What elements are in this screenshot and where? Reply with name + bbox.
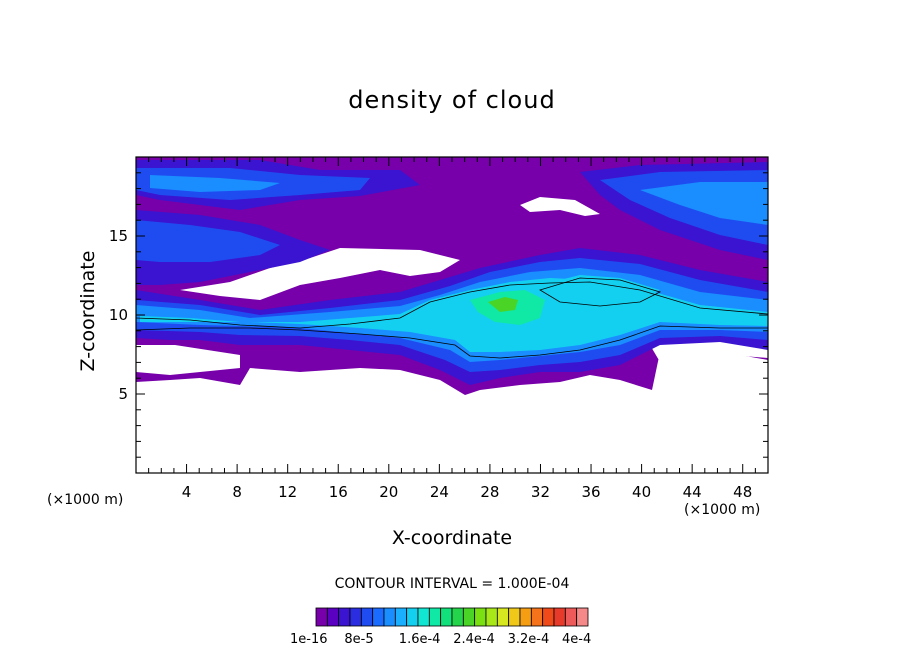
colorbar-swatch	[485, 607, 498, 627]
colorbar-swatch	[383, 607, 396, 627]
colorbar-swatch	[349, 607, 362, 627]
x-tick-label: 8	[232, 483, 242, 501]
clear-gap-mid	[180, 248, 460, 300]
clear-gap-right	[650, 340, 768, 362]
colorbar-swatch	[530, 607, 544, 627]
x-tick-label: 32	[531, 483, 550, 501]
colorbar-swatch	[326, 607, 340, 627]
colorbar	[315, 607, 589, 627]
colorbar-label: 8e-5	[344, 632, 374, 647]
colorbar-swatch	[372, 607, 385, 627]
contour-lines	[136, 277, 768, 359]
x-tick-label: 48	[733, 483, 752, 501]
x-unit-left: (×1000 m)	[47, 492, 124, 508]
colorbar-swatch	[440, 607, 453, 627]
colorbar-swatch	[451, 607, 464, 627]
x-tick-label: 44	[683, 483, 702, 501]
colorbar-swatch	[474, 607, 487, 627]
contour-interval: CONTOUR INTERVAL = 1.000E-04	[334, 576, 570, 592]
colorbar-swatch	[496, 607, 510, 627]
cloud-layer-blue-left	[136, 220, 280, 262]
x-tick-label: 24	[430, 483, 449, 501]
colorbar-label: 4e-4	[562, 632, 592, 647]
colorbar-label: 2.4e-4	[453, 632, 495, 647]
colorbar-swatch	[553, 607, 566, 627]
colorbar-swatch	[338, 607, 351, 627]
colorbar-swatch	[564, 607, 578, 627]
chart-title: density of cloud	[348, 86, 556, 114]
y-tick-label: 10	[109, 306, 128, 324]
contour-line-main	[136, 281, 768, 359]
x-tick-label: 12	[278, 483, 297, 501]
x-tick-label: 40	[632, 483, 651, 501]
colorbar-swatch	[542, 607, 555, 627]
clear-gap-upper	[520, 197, 600, 216]
x-axis-label: X-coordinate	[391, 527, 513, 549]
colorbar-swatch	[576, 607, 589, 627]
x-tick-label: 16	[329, 483, 348, 501]
colorbar-swatch	[406, 607, 419, 627]
cloud-layer-lightblue-topright	[640, 182, 768, 225]
clear-gap-low	[136, 345, 240, 375]
colorbar-swatch	[462, 607, 476, 627]
x-tick-label: 4	[182, 483, 192, 501]
x-tick-label: 20	[379, 483, 398, 501]
cloud-layer-green-core	[488, 297, 518, 312]
x-unit-right: (×1000 m)	[684, 502, 761, 518]
colorbar-swatch	[315, 607, 328, 627]
y-axis-label: Z-coordinate	[77, 250, 99, 372]
contour-fill-area	[136, 157, 768, 395]
colorbar-swatch	[508, 607, 521, 627]
colorbar-swatch	[428, 607, 442, 627]
colorbar-swatch	[394, 607, 408, 627]
x-tick-labels: 4 8 12 16 20 24 28 32 36 40 44 48	[182, 483, 752, 501]
y-tick-label: 5	[118, 385, 128, 403]
colorbar-swatch	[519, 607, 532, 627]
cloud-layer-lightblue-top	[150, 175, 280, 192]
contour-line-upper	[539, 277, 662, 307]
y-tick-labels: 5 10 15	[109, 227, 128, 403]
colorbar-label: 1e-16	[290, 632, 328, 647]
x-tick-label: 28	[480, 483, 499, 501]
colorbar-swatch	[417, 607, 430, 627]
colorbar-label: 1.6e-4	[398, 632, 441, 647]
x-tick-label: 36	[581, 483, 600, 501]
colorbar-label: 3.2e-4	[507, 632, 550, 647]
colorbar-swatch	[360, 607, 374, 627]
y-tick-label: 15	[109, 227, 128, 245]
axis-ticks	[136, 157, 768, 473]
